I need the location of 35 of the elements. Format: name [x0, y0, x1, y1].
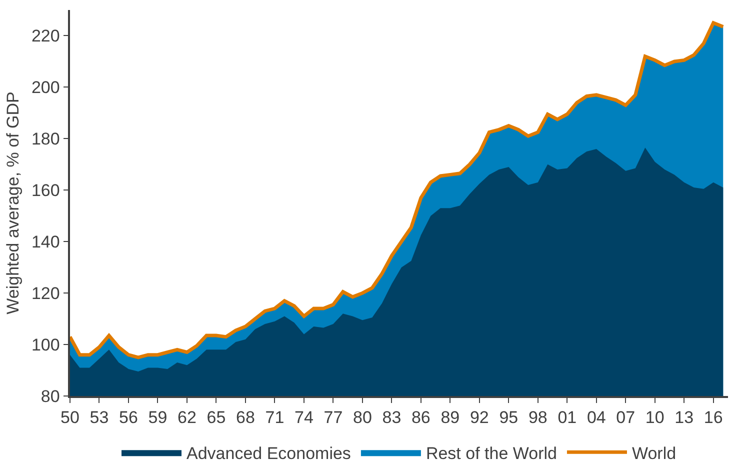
y-tick-label: 120 — [31, 284, 60, 304]
x-tick-label: 50 — [60, 408, 80, 428]
x-tick-label: 89 — [440, 408, 460, 428]
y-axis-title: Weighted average, % of GDP — [4, 92, 23, 314]
x-tick-label: 95 — [499, 408, 518, 428]
x-tick-label: 01 — [558, 408, 577, 428]
y-tick-label: 220 — [31, 26, 60, 46]
x-tick-label: 62 — [178, 408, 196, 428]
x-tick-label: 74 — [294, 408, 314, 428]
x-tick-label: 53 — [90, 408, 109, 428]
y-tick-label: 80 — [40, 386, 60, 406]
x-tick-label: 10 — [645, 408, 664, 428]
legend-label: Rest of the World — [426, 444, 557, 463]
y-tick-label: 200 — [31, 78, 60, 98]
y-tick-label: 100 — [31, 335, 60, 354]
x-tick-label: 65 — [206, 408, 226, 428]
x-tick-label: 92 — [470, 408, 489, 428]
y-tick-label: 180 — [31, 130, 60, 149]
x-tick-label: 59 — [148, 408, 168, 428]
y-tick-label: 160 — [31, 181, 60, 200]
x-tick-label: 71 — [265, 408, 284, 428]
y-tick-label: 140 — [31, 232, 60, 252]
x-tick-label: 80 — [352, 408, 372, 428]
legend-label: World — [632, 444, 676, 463]
x-tick-label: 83 — [382, 408, 402, 428]
x-tick-label: 86 — [411, 408, 430, 428]
x-tick-label: 68 — [236, 408, 255, 428]
x-tick-label: 13 — [674, 408, 694, 428]
x-tick-label: 07 — [616, 408, 636, 428]
x-tick-label: 16 — [704, 408, 723, 428]
x-tick-label: 77 — [324, 408, 343, 428]
legend-label: Advanced Economies — [186, 444, 351, 463]
x-tick-label: 98 — [528, 408, 548, 428]
x-tick-label: 56 — [119, 408, 138, 428]
x-tick-label: 04 — [586, 408, 606, 428]
